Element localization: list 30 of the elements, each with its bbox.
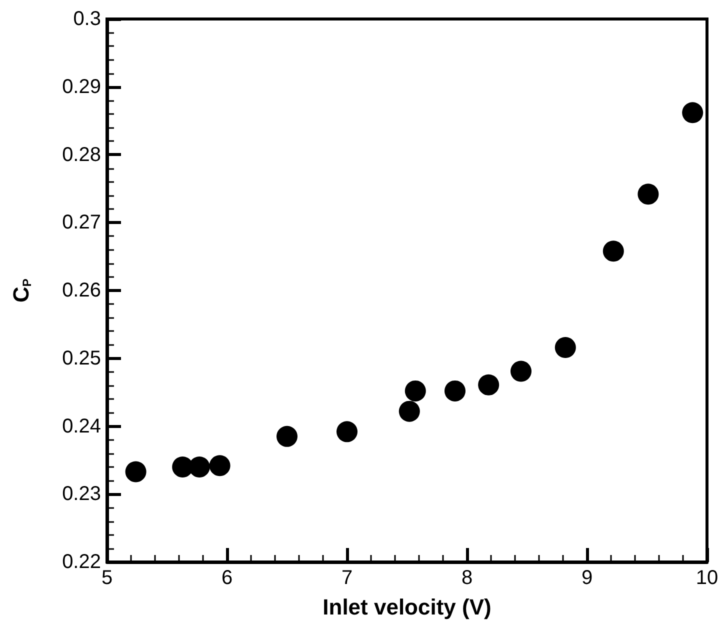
y-axis-title: CP bbox=[8, 278, 34, 302]
point bbox=[478, 374, 500, 396]
y-tick-label: 0.29 bbox=[62, 76, 101, 98]
point bbox=[398, 400, 420, 422]
x-tick-label: 9 bbox=[581, 567, 593, 589]
point bbox=[276, 426, 298, 447]
point bbox=[209, 455, 230, 476]
point bbox=[602, 240, 624, 262]
y-tick-label: 0.28 bbox=[62, 144, 101, 166]
point bbox=[682, 102, 704, 124]
x-axis-title: Inlet velocity (V) bbox=[322, 594, 492, 620]
point bbox=[444, 380, 466, 402]
x-tick-label: 10 bbox=[696, 567, 718, 589]
point bbox=[336, 421, 358, 442]
y-tick-label: 0.25 bbox=[62, 347, 101, 370]
x-tick-label: 5 bbox=[101, 567, 113, 589]
point bbox=[125, 461, 146, 482]
x-tick-label: 7 bbox=[341, 567, 353, 589]
y-tick-label: 0.24 bbox=[62, 415, 101, 438]
y-tick-label: 0.22 bbox=[62, 551, 101, 573]
y-tick-label: 0.23 bbox=[62, 483, 101, 506]
x-tick-label: 8 bbox=[461, 567, 473, 589]
point bbox=[554, 337, 576, 358]
point bbox=[510, 360, 532, 382]
y-tick-label: 0.3 bbox=[73, 8, 101, 30]
x-tick-label: 6 bbox=[221, 567, 233, 589]
y-tick-label: 0.27 bbox=[62, 212, 101, 234]
y-tick-label: 0.26 bbox=[62, 280, 101, 302]
point bbox=[638, 184, 659, 205]
point bbox=[404, 380, 426, 402]
